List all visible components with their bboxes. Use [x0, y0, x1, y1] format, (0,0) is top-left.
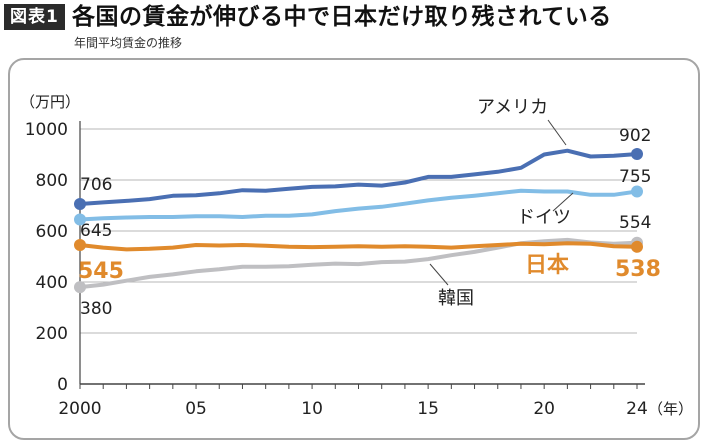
y-tick-label: 400	[36, 273, 68, 293]
y-tick-label: 1000	[25, 120, 68, 140]
x-tick-label: 05	[185, 399, 207, 419]
endpoint-marker	[74, 197, 86, 210]
series-line	[78, 241, 639, 252]
endpoint-marker	[631, 240, 643, 253]
x-tick-label: 10	[301, 399, 323, 419]
y-tick-label: 0	[57, 375, 68, 395]
series-name-label: ドイツ	[517, 207, 571, 228]
gridlines	[80, 128, 637, 334]
y-tick-label: 200	[36, 324, 68, 344]
endpoint-marker	[631, 185, 643, 198]
series-line	[78, 148, 639, 206]
data-label: 902	[619, 126, 651, 146]
endpoint-marker	[631, 147, 643, 160]
data-label: 538	[615, 257, 661, 282]
series-name-label: 韓国	[438, 288, 474, 309]
data-label: 645	[80, 221, 112, 241]
series-line	[78, 237, 639, 290]
data-label: 554	[619, 213, 651, 233]
data-label: 755	[619, 167, 651, 187]
x-axis-unit: （年）	[648, 400, 693, 418]
chart-header: 図表1 各国の賃金が伸びる中で日本だけ取り残されている 年間平均賃金の推移	[0, 0, 710, 56]
series-name-label: 日本	[525, 253, 569, 278]
axes: 0 200 400 600 800 1000 （万円） 2000 05 10 15 20 24 （年）	[20, 93, 693, 419]
data-label: 545	[78, 259, 124, 284]
x-tick-label: 20	[533, 399, 555, 419]
endpoint-marker	[74, 213, 86, 226]
y-axis-unit: （万円）	[20, 93, 80, 111]
y-tick-label: 600	[36, 222, 68, 242]
chart-title: 各国の賃金が伸びる中で日本だけ取り残されている	[72, 4, 612, 30]
y-tick-label: 800	[36, 171, 68, 191]
data-label: 380	[80, 299, 112, 319]
leader-line	[552, 192, 574, 212]
chart-subtitle: 年間平均賃金の推移	[74, 36, 183, 50]
leader-line	[429, 263, 449, 286]
series-lines	[74, 147, 643, 294]
series-name-label: アメリカ	[477, 97, 548, 118]
series-line	[78, 188, 639, 222]
data-label: 706	[80, 175, 112, 195]
x-tick-label: 24	[626, 399, 648, 419]
x-tick-label: 2000	[58, 399, 101, 419]
leader-line	[547, 119, 567, 146]
x-tick-label: 15	[417, 399, 439, 419]
figure-badge: 図表1	[4, 4, 65, 30]
chart-frame	[8, 58, 700, 440]
endpoint-marker	[74, 281, 86, 294]
endpoint-marker	[74, 239, 86, 252]
